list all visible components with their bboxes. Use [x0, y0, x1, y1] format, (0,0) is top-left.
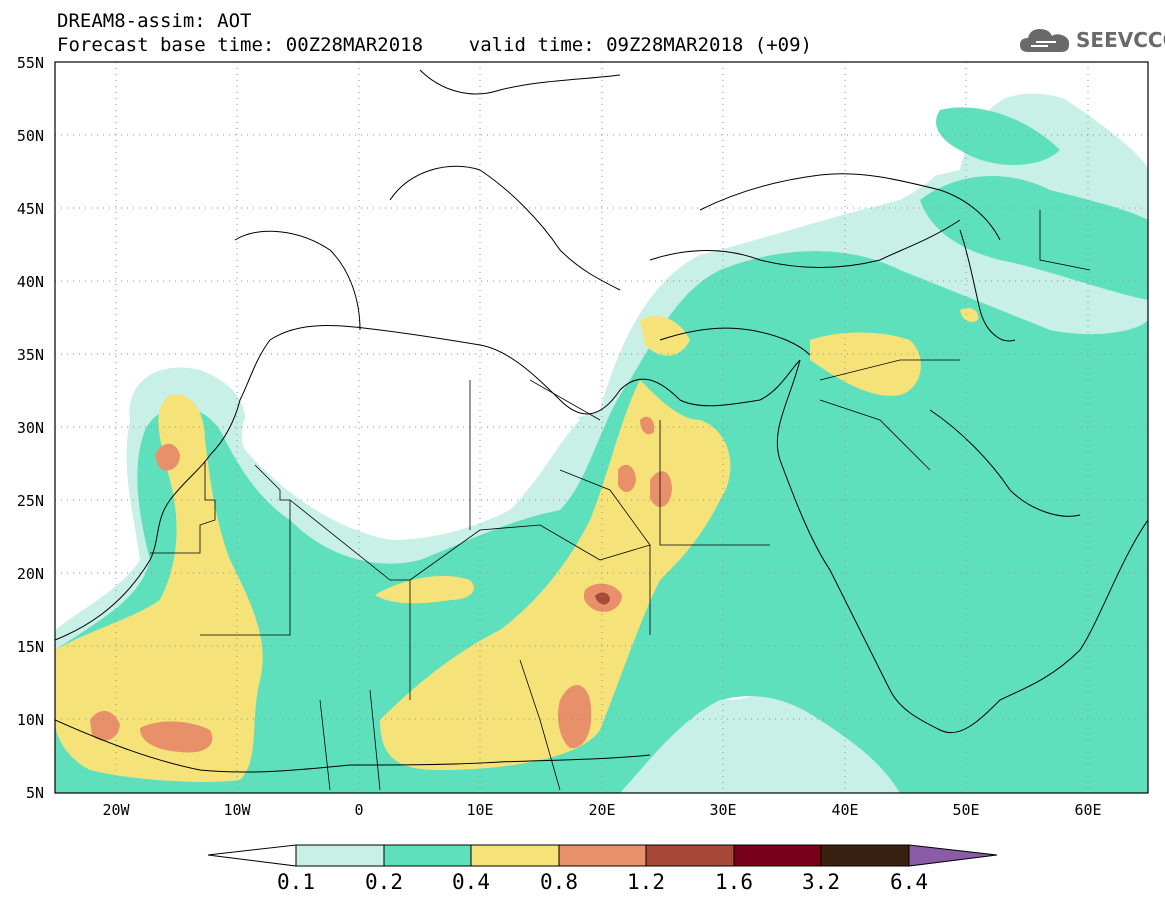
seevccc-logo: SEEVCCC — [1018, 22, 1165, 58]
lon-label: 10E — [466, 801, 494, 819]
colorbar-bin-1.6-3.2 — [733, 844, 822, 867]
colorbar-under-arrow — [207, 844, 297, 867]
colorbar-bin-0.2-0.4 — [383, 844, 472, 867]
lat-label: 15N — [16, 638, 44, 656]
map-frame — [54, 61, 1149, 794]
lat-label: 25N — [16, 492, 44, 510]
colorbar-label: 0.8 — [540, 870, 578, 894]
lat-label: 10N — [16, 711, 44, 729]
colorbar-label: 0.1 — [277, 870, 315, 894]
forecast-times: Forecast base time: 00Z28MAR2018 valid t… — [57, 34, 812, 56]
aot-field-0.4 — [55, 308, 979, 782]
lon-label: 50E — [952, 801, 980, 819]
lat-label: 30N — [16, 419, 44, 437]
colorbar-bin-0.8-1.2 — [558, 844, 647, 867]
lat-label: 20N — [16, 565, 44, 583]
map-title: DREAM8-assim: AOT — [57, 10, 252, 32]
lon-label: 30E — [709, 801, 737, 819]
colorbar-bin-1.2-1.6 — [645, 844, 735, 867]
colorbar-over-arrow — [908, 844, 998, 867]
lon-label: 60E — [1074, 801, 1102, 819]
colorbar-bin-3.2-6.4 — [820, 844, 910, 867]
colorbar-bin-0.1-0.2 — [295, 844, 385, 867]
colorbar-label: 1.2 — [627, 870, 665, 894]
lon-label: 40E — [831, 801, 859, 819]
lon-label: 20W — [102, 801, 130, 819]
lon-label: 0 — [354, 801, 364, 819]
lat-label: 45N — [16, 200, 44, 218]
cloud-icon — [1020, 29, 1070, 52]
lat-label: 5N — [25, 784, 44, 802]
lon-label: 20E — [588, 801, 616, 819]
lon-label: 10W — [223, 801, 251, 819]
colorbar-label: 6.4 — [890, 870, 928, 894]
lat-label: 40N — [16, 273, 44, 291]
colorbar-label: 0.4 — [452, 870, 490, 894]
colorbar — [207, 844, 998, 867]
colorbar-bin-0.4-0.8 — [470, 844, 560, 867]
colorbar-label: 0.2 — [365, 870, 403, 894]
colorbar-label: 1.6 — [715, 870, 753, 894]
borders — [150, 210, 1091, 791]
lat-label: 55N — [16, 54, 44, 72]
logo-text: SEEVCCC — [1076, 28, 1165, 52]
colorbar-label: 3.2 — [802, 870, 840, 894]
lat-label: 50N — [16, 127, 44, 145]
aot-field-1.2 — [595, 592, 610, 605]
coastlines — [55, 69, 1148, 773]
lat-label: 35N — [16, 346, 44, 364]
graticule — [55, 62, 1148, 793]
